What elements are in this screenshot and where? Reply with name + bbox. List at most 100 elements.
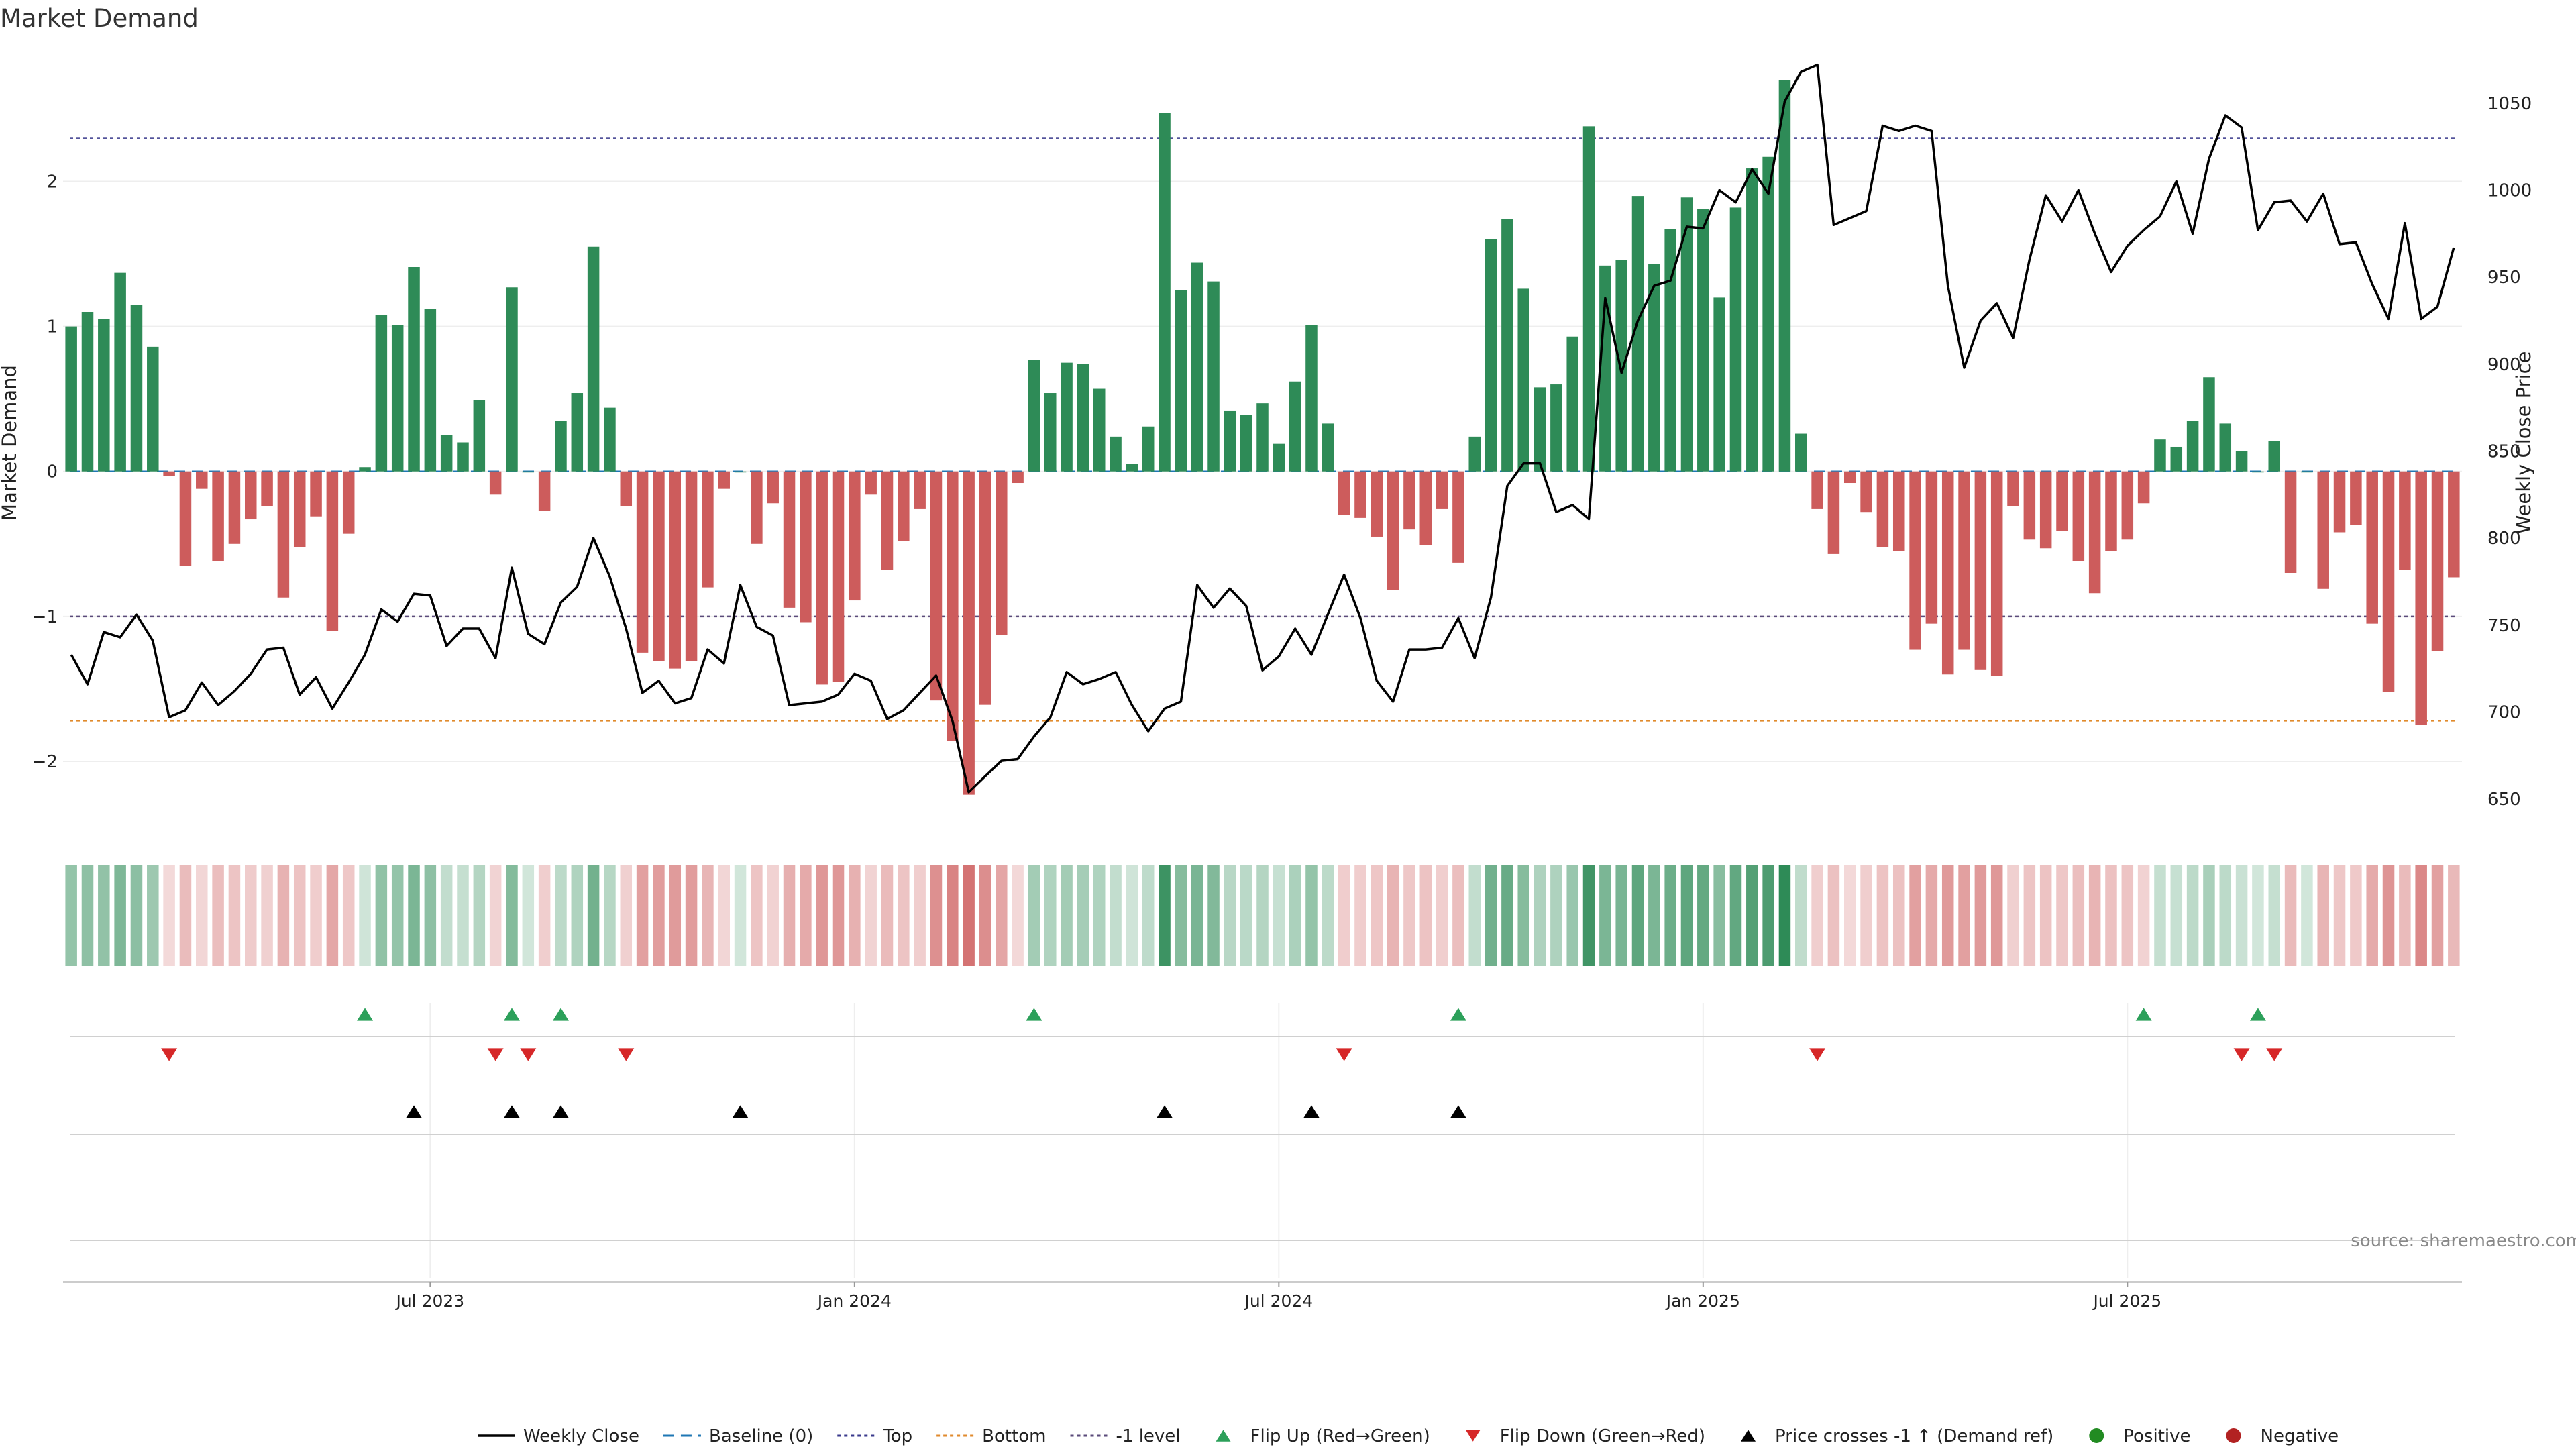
demand-bar xyxy=(979,471,991,705)
y-tick-label: 2 xyxy=(46,172,58,193)
demand-bar xyxy=(947,471,959,741)
demand-bar xyxy=(147,346,159,472)
heat-cell xyxy=(1827,865,1840,966)
demand-bar xyxy=(1322,423,1334,472)
demand-bar xyxy=(1240,415,1252,472)
demand-bar xyxy=(1077,364,1089,472)
heat-cell xyxy=(1175,865,1187,966)
y2-tick-label: 900 xyxy=(2487,355,2521,375)
demand-bar xyxy=(1256,403,1269,472)
legend-label: Weekly Close xyxy=(523,1426,639,1446)
heat-cell xyxy=(1648,865,1660,966)
demand-bar xyxy=(2154,439,2166,472)
heat-cell xyxy=(2039,865,2052,966)
demand-bar xyxy=(1436,471,1448,509)
demand-bar xyxy=(2284,471,2297,573)
heat-cell xyxy=(1746,865,1758,966)
heat-cell xyxy=(538,865,551,966)
heat-cell xyxy=(702,865,714,966)
heat-cell xyxy=(1273,865,1285,966)
heat-cell xyxy=(898,865,910,966)
heat-cell xyxy=(996,865,1008,966)
heat-cell xyxy=(424,865,437,966)
demand-bar xyxy=(2301,471,2313,473)
heat-cell xyxy=(1436,865,1448,966)
legend-label: -1 level xyxy=(1116,1426,1181,1446)
heat-cell xyxy=(2137,865,2150,966)
x-tick-label: Jul 2023 xyxy=(394,1291,464,1311)
demand-bar xyxy=(2252,471,2264,473)
heat-cell xyxy=(1208,865,1220,966)
demand-bar xyxy=(1648,264,1660,472)
legend-label: Flip Up (Red→Green) xyxy=(1250,1426,1430,1446)
heat-cell xyxy=(2415,865,2427,966)
demand-bar xyxy=(702,471,714,588)
legend-label: Bottom xyxy=(982,1426,1046,1446)
price-cross-marker xyxy=(1157,1105,1173,1118)
heat-cell xyxy=(2235,865,2248,966)
heat-cell xyxy=(130,865,143,966)
heat-cell xyxy=(751,865,763,966)
y-tick-label: −2 xyxy=(32,752,58,772)
heat-cell xyxy=(391,865,404,966)
heat-cell xyxy=(2448,865,2460,966)
heat-cell xyxy=(293,865,306,966)
heat-cell xyxy=(522,865,535,966)
y-axis-label-right: Weekly Close Price xyxy=(2512,352,2535,535)
heat-cell xyxy=(310,865,322,966)
demand-bar xyxy=(2350,471,2362,525)
heat-cell xyxy=(1697,865,1709,966)
demand-bar xyxy=(2203,377,2215,472)
demand-bar xyxy=(1778,80,1791,472)
heat-cell xyxy=(1224,865,1236,966)
demand-bar xyxy=(2088,471,2101,594)
heat-cell xyxy=(244,865,257,966)
demand-bar xyxy=(457,442,469,472)
demand-bar xyxy=(522,471,535,473)
heat-cell xyxy=(914,865,926,966)
demand-bar xyxy=(669,471,682,669)
price-cross-marker xyxy=(732,1105,749,1118)
demand-bar xyxy=(2072,471,2085,561)
demand-bar xyxy=(114,272,126,472)
y-axis-right: 1050 1000 950 900 850 800 750 700 650 xyxy=(2487,94,2532,810)
heat-cell xyxy=(587,865,600,966)
heat-cell xyxy=(947,865,959,966)
demand-bar xyxy=(2399,471,2411,570)
demand-bar xyxy=(685,471,698,661)
heat-cell xyxy=(1843,865,1856,966)
demand-bar xyxy=(1827,471,1840,554)
demand-bar xyxy=(2235,451,2248,472)
heat-cell xyxy=(1941,865,1954,966)
heat-cell xyxy=(1387,865,1399,966)
price-cross-marker xyxy=(406,1105,423,1118)
heat-cell xyxy=(2317,865,2329,966)
heat-cell xyxy=(277,865,290,966)
demand-bar xyxy=(620,471,633,506)
heat-cell xyxy=(261,865,273,966)
demand-bar xyxy=(1892,471,1905,551)
source-text: source: sharemaestro.com xyxy=(2351,1231,2576,1251)
demand-bar xyxy=(718,471,730,489)
heat-cell xyxy=(163,865,175,966)
demand-bar xyxy=(1941,471,1954,675)
demand-bar xyxy=(1305,325,1318,472)
legend-item-price: Weekly Close xyxy=(478,1426,639,1446)
demand-bar xyxy=(734,471,747,473)
demand-bar xyxy=(196,471,208,489)
demand-bar xyxy=(1974,471,1987,670)
demand-bar xyxy=(1550,384,1562,472)
flip-up-marker xyxy=(1450,1008,1466,1021)
heat-cell xyxy=(604,865,616,966)
demand-bar xyxy=(1680,197,1693,472)
heat-cell xyxy=(212,865,224,966)
heat-cell xyxy=(1762,865,1774,966)
heat-cell xyxy=(2023,865,2036,966)
heat-cell xyxy=(1403,865,1415,966)
x-axis: Jul 2023 Jan 2024 Jul 2024 Jan 2025 Jul 2025 xyxy=(394,1282,2161,1311)
demand-bar xyxy=(2448,471,2460,578)
demand-bar xyxy=(1012,471,1024,484)
demand-bar xyxy=(1697,209,1709,472)
flip-up-marker xyxy=(503,1008,520,1021)
demand-bar xyxy=(930,471,943,701)
